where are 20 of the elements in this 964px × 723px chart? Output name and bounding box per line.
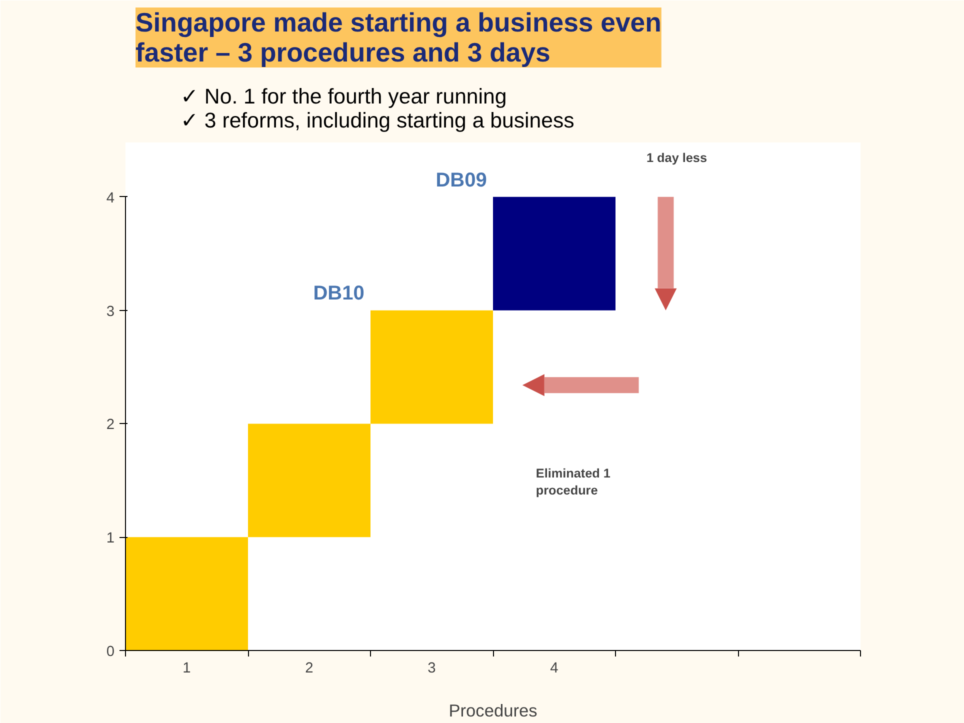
x-tick-label: 2: [305, 660, 314, 676]
x-tick-label: 1: [182, 660, 191, 676]
y-tick-label: 4: [106, 190, 115, 206]
text: 1 day less: [646, 151, 708, 166]
y-tick-label: 1: [106, 530, 115, 547]
series-label: DB10: [313, 282, 364, 305]
x-tick-label: 3: [428, 660, 436, 676]
chart-title: Singapore made starting a business even faster – 3 procedures and 3 days: [136, 8, 662, 68]
x-axis-title: Procedures: [448, 700, 538, 720]
x-tick-label: 4: [550, 660, 558, 676]
annotation: Eliminated 1 procedure: [536, 466, 610, 498]
bar: [126, 537, 248, 650]
y-tick-label: 2: [106, 417, 115, 434]
series-label: DB09: [436, 169, 487, 192]
bar: [493, 196, 616, 310]
y-tick-label: 0: [106, 644, 115, 660]
bar: [248, 424, 370, 538]
bar: [370, 310, 493, 424]
chart-subtitle: ✓ No. 1 for the fourth year running ✓ 3 reforms, including starting a business: [180, 84, 574, 132]
y-tick-label: 3: [106, 304, 115, 320]
